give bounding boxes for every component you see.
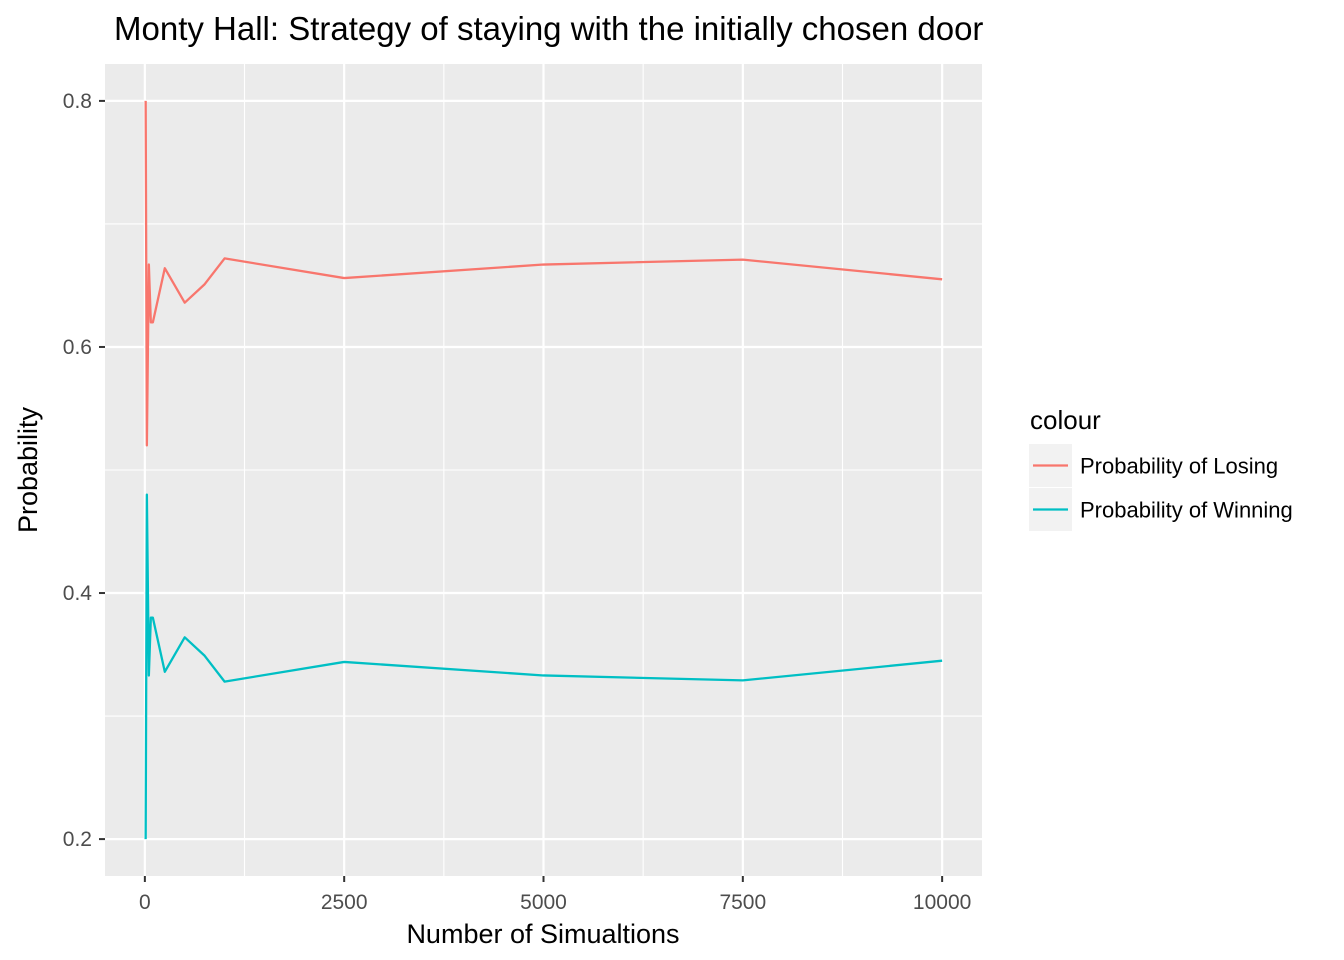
- x-tick-label: 5000: [520, 891, 567, 914]
- x-axis-title: Number of Simualtions: [406, 919, 679, 949]
- y-tick-label: 0.4: [63, 582, 93, 605]
- chart-title: Monty Hall: Strategy of staying with the…: [114, 10, 983, 47]
- x-tick-label: 2500: [321, 891, 368, 914]
- y-tick-label: 0.6: [63, 336, 92, 359]
- x-tick-label: 0: [139, 891, 151, 914]
- series-line-winning: [144, 493, 943, 840]
- x-tick-label: 7500: [719, 891, 766, 914]
- x-tick-label: 10000: [913, 891, 971, 914]
- x-axis: 0 2500 5000 7500 10000: [139, 876, 971, 914]
- legend-label: Probability of Winning: [1080, 498, 1293, 523]
- series-layer: [144, 100, 943, 840]
- y-axis-title: Probability: [13, 406, 43, 533]
- legend-label: Probability of Losing: [1080, 454, 1278, 479]
- y-axis: 0.2 0.4 0.6 0.8: [63, 90, 105, 851]
- y-tick-label: 0.8: [63, 90, 92, 113]
- series-line-losing: [144, 100, 943, 447]
- y-tick-label: 0.2: [63, 828, 92, 851]
- legend: colour Probability of Losing Probability …: [1029, 405, 1293, 531]
- legend-title: colour: [1030, 405, 1101, 435]
